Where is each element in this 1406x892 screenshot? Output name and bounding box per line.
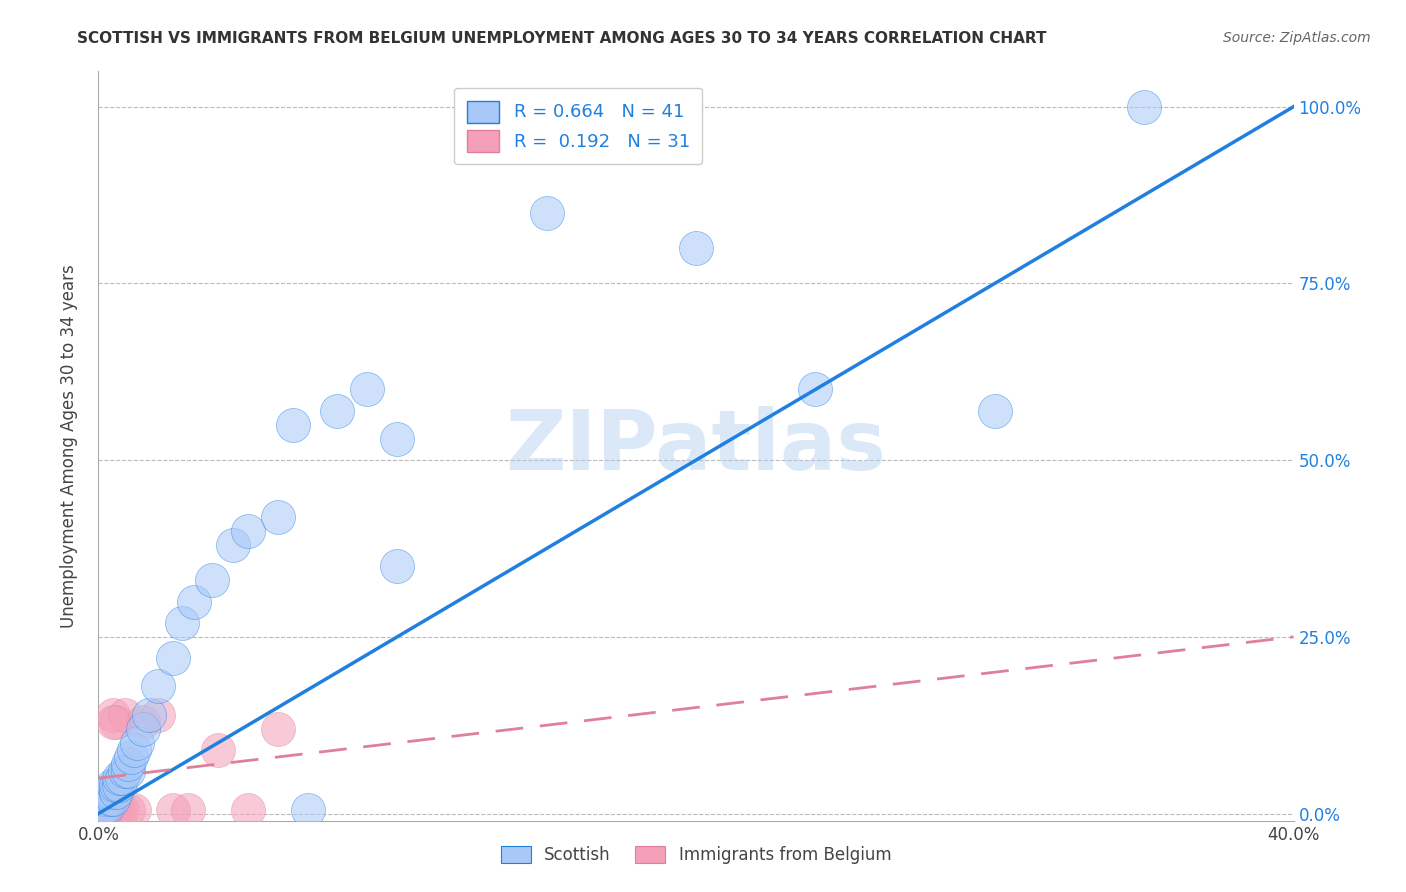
Point [96,803,118,817]
Point [172,615,194,630]
Point [297,803,319,817]
Point [385,559,409,574]
Point [98,792,122,806]
Point [103,792,125,806]
Point [93,803,115,817]
Point [90,792,112,806]
Point [96,792,118,806]
Point [183,594,205,608]
Point [162,651,184,665]
Text: ZIPatlas: ZIPatlas [506,406,886,486]
Point [117,764,139,779]
Point [267,722,290,736]
Point [103,714,125,729]
Point [98,792,122,806]
Point [103,799,125,814]
Point [1133,100,1156,114]
Point [96,799,118,814]
Point [103,778,125,792]
Point [385,432,409,446]
Point [162,803,184,817]
Point [132,714,155,729]
Point [103,792,125,806]
Point [96,799,118,814]
Text: SCOTTISH VS IMMIGRANTS FROM BELGIUM UNEMPLOYMENT AMONG AGES 30 TO 34 YEARS CORRE: SCOTTISH VS IMMIGRANTS FROM BELGIUM UNEM… [77,31,1047,46]
Point [124,743,146,757]
Point [124,803,146,817]
Point [984,403,1007,417]
Point [108,778,131,792]
Point [111,771,134,785]
Point [356,383,378,397]
Point [103,803,125,817]
Point [117,803,139,817]
Point [177,803,200,817]
Point [685,241,707,255]
Text: Source: ZipAtlas.com: Source: ZipAtlas.com [1223,31,1371,45]
Point [236,524,259,538]
Point [148,679,170,693]
Point [267,509,290,524]
Point [236,803,259,817]
Point [90,799,112,814]
Point [148,707,170,722]
Point [108,771,131,785]
Point [114,707,136,722]
Point [201,574,224,588]
Point [93,792,115,806]
Point [117,757,139,772]
Point [114,764,136,779]
Point [93,792,115,806]
Y-axis label: Unemployment Among Ages 30 to 34 years: Unemployment Among Ages 30 to 34 years [59,264,77,628]
Point [138,707,160,722]
Point [111,803,134,817]
Point [207,743,229,757]
Point [105,778,128,792]
Point [98,803,122,817]
Point [98,799,122,814]
Point [96,785,118,799]
Point [326,403,349,417]
Point [90,803,112,817]
Point [93,799,115,814]
Point [804,383,827,397]
Point [90,803,112,817]
Point [105,714,128,729]
Point [120,750,142,764]
Legend: Scottish, Immigrants from Belgium: Scottish, Immigrants from Belgium [492,838,900,872]
Point [103,707,125,722]
Point [132,722,155,736]
Point [222,538,245,552]
Point [105,785,128,799]
Point [536,205,558,219]
Point [127,736,149,750]
Point [281,417,304,432]
Point [98,785,122,799]
Point [93,799,115,814]
Point [105,803,128,817]
Point [108,803,131,817]
